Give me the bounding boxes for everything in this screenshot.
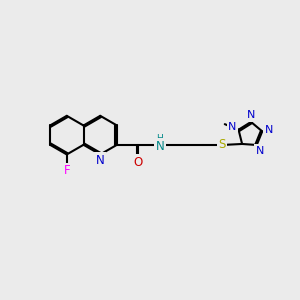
Text: N: N	[264, 125, 273, 135]
Text: N: N	[247, 110, 256, 120]
Text: N: N	[256, 146, 264, 155]
Text: N: N	[155, 140, 164, 153]
Text: F: F	[64, 164, 70, 177]
Text: S: S	[218, 138, 226, 151]
Text: N: N	[228, 122, 237, 132]
Text: H: H	[156, 134, 163, 143]
Text: O: O	[134, 156, 143, 169]
Text: N: N	[96, 154, 105, 167]
